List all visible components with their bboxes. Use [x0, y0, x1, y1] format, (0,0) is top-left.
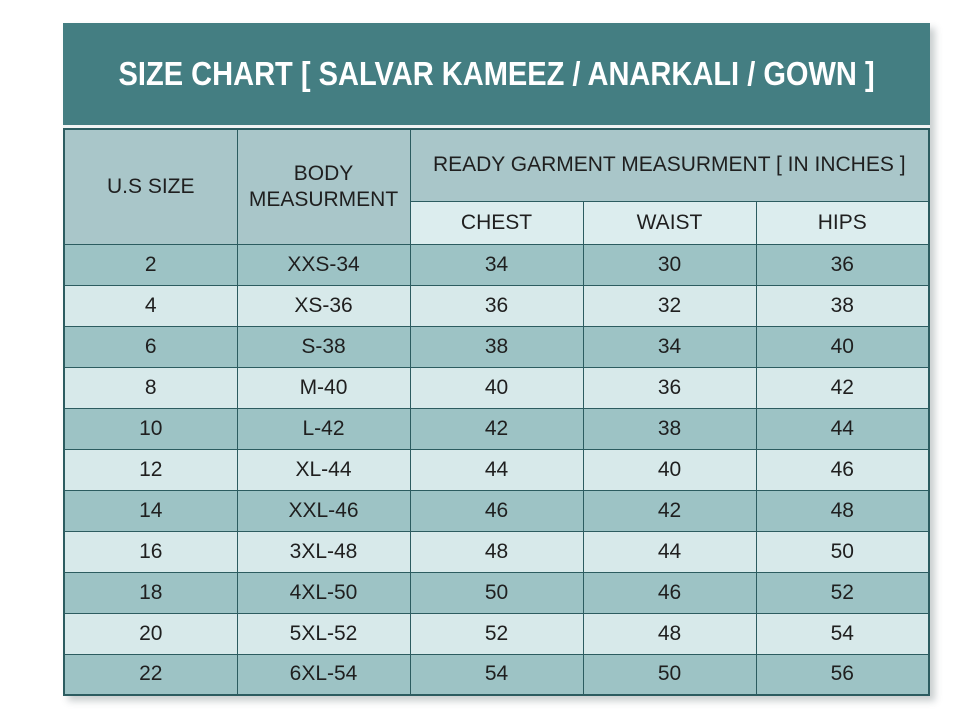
chart-title: SIZE CHART [ SALVAR KAMEEZ / ANARKALI / … — [118, 55, 875, 92]
size-table: U.S SIZE BODY MEASURMENT READY GARMENT M… — [63, 128, 930, 696]
cell-chest: 34 — [409, 243, 584, 286]
cell-body-measurement: 5XL-52 — [236, 612, 411, 655]
col-header-chest: CHEST — [409, 200, 584, 245]
cell-us-size: 4 — [63, 284, 238, 327]
cell-waist: 48 — [582, 612, 757, 655]
size-chart-panel: SIZE CHART [ SALVAR KAMEEZ / ANARKALI / … — [63, 23, 930, 696]
col-header-waist: WAIST — [582, 200, 757, 245]
cell-us-size: 12 — [63, 448, 238, 491]
cell-hips: 40 — [755, 325, 930, 368]
cell-body-measurement: XXL-46 — [236, 489, 411, 532]
cell-chest: 38 — [409, 325, 584, 368]
cell-chest: 50 — [409, 571, 584, 614]
cell-hips: 56 — [755, 653, 930, 696]
cell-chest: 48 — [409, 530, 584, 573]
cell-body-measurement: 4XL-50 — [236, 571, 411, 614]
cell-us-size: 14 — [63, 489, 238, 532]
size-table-body: 2 XXS-34 34 30 36 4 XS-36 36 32 38 6 S-38 38 34 40 8 M-4… — [63, 243, 930, 696]
cell-body-measurement: M-40 — [236, 366, 411, 409]
table-row: 16 3XL-48 48 44 50 — [63, 530, 930, 573]
cell-chest: 40 — [409, 366, 584, 409]
cell-chest: 42 — [409, 407, 584, 450]
cell-hips: 46 — [755, 448, 930, 491]
table-row: 20 5XL-52 52 48 54 — [63, 612, 930, 655]
col-header-hips: HIPS — [755, 200, 930, 245]
cell-hips: 52 — [755, 571, 930, 614]
cell-hips: 50 — [755, 530, 930, 573]
cell-hips: 54 — [755, 612, 930, 655]
cell-body-measurement: L-42 — [236, 407, 411, 450]
cell-chest: 46 — [409, 489, 584, 532]
size-table-header: U.S SIZE BODY MEASURMENT READY GARMENT M… — [63, 128, 930, 245]
cell-chest: 54 — [409, 653, 584, 696]
cell-us-size: 22 — [63, 653, 238, 696]
cell-us-size: 6 — [63, 325, 238, 368]
cell-us-size: 20 — [63, 612, 238, 655]
cell-waist: 36 — [582, 366, 757, 409]
cell-hips: 48 — [755, 489, 930, 532]
cell-chest: 44 — [409, 448, 584, 491]
cell-us-size: 16 — [63, 530, 238, 573]
cell-body-measurement: 3XL-48 — [236, 530, 411, 573]
cell-body-measurement: XL-44 — [236, 448, 411, 491]
table-row: 12 XL-44 44 40 46 — [63, 448, 930, 491]
col-group-header-ready-garment: READY GARMENT MEASURMENT [ IN INCHES ] — [409, 128, 930, 202]
cell-body-measurement: 6XL-54 — [236, 653, 411, 696]
table-row: 6 S-38 38 34 40 — [63, 325, 930, 368]
cell-waist: 34 — [582, 325, 757, 368]
cell-hips: 36 — [755, 243, 930, 286]
header-row-sub: CHEST WAIST HIPS — [64, 200, 930, 245]
table-row: 8 M-40 40 36 42 — [63, 366, 930, 409]
cell-us-size: 10 — [63, 407, 238, 450]
cell-waist: 42 — [582, 489, 757, 532]
header-row-main: U.S SIZE BODY MEASURMENT READY GARMENT M… — [63, 128, 930, 245]
cell-waist: 50 — [582, 653, 757, 696]
cell-us-size: 2 — [63, 243, 238, 286]
col-header-body-measurement: BODY MEASURMENT — [236, 128, 411, 245]
cell-body-measurement: S-38 — [236, 325, 411, 368]
table-row: 18 4XL-50 50 46 52 — [63, 571, 930, 614]
cell-waist: 46 — [582, 571, 757, 614]
cell-waist: 30 — [582, 243, 757, 286]
cell-hips: 42 — [755, 366, 930, 409]
table-row: 10 L-42 42 38 44 — [63, 407, 930, 450]
cell-waist: 32 — [582, 284, 757, 327]
cell-hips: 44 — [755, 407, 930, 450]
title-table-divider — [63, 125, 930, 128]
cell-waist: 38 — [582, 407, 757, 450]
cell-waist: 40 — [582, 448, 757, 491]
chart-title-band: SIZE CHART [ SALVAR KAMEEZ / ANARKALI / … — [63, 23, 930, 125]
table-row: 2 XXS-34 34 30 36 — [63, 243, 930, 286]
cell-us-size: 8 — [63, 366, 238, 409]
table-row: 4 XS-36 36 32 38 — [63, 284, 930, 327]
cell-hips: 38 — [755, 284, 930, 327]
cell-body-measurement: XXS-34 — [236, 243, 411, 286]
cell-chest: 36 — [409, 284, 584, 327]
col-header-us-size: U.S SIZE — [63, 128, 238, 245]
cell-waist: 44 — [582, 530, 757, 573]
table-row: 22 6XL-54 54 50 56 — [63, 653, 930, 696]
table-row: 14 XXL-46 46 42 48 — [63, 489, 930, 532]
cell-us-size: 18 — [63, 571, 238, 614]
cell-chest: 52 — [409, 612, 584, 655]
cell-body-measurement: XS-36 — [236, 284, 411, 327]
